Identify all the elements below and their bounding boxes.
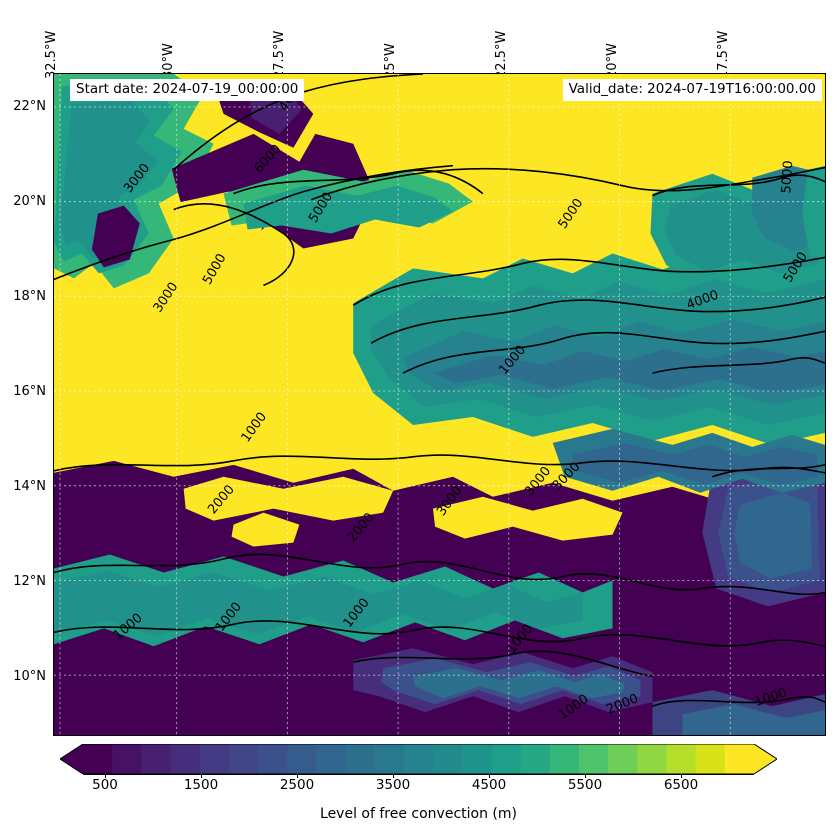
cb-tick-1: 1500	[183, 777, 219, 793]
colorbar-segment	[258, 744, 288, 774]
valid-date-annotation: Valid_date: 2024-07-19T16:00:00.00	[562, 79, 822, 101]
colorbar-segment	[520, 744, 551, 774]
colorbar-segment	[83, 744, 113, 774]
start-date-annotation: Start date: 2024-07-19_00:00:00	[70, 79, 305, 101]
colorbar-segment	[112, 744, 142, 774]
y-tick-3: 16°N	[13, 384, 46, 399]
x-tick-0: 32.5°W	[44, 30, 59, 79]
colorbar-tick-mark	[393, 774, 394, 778]
colorbar-segment	[549, 744, 580, 774]
y-tick-2: 18°N	[13, 289, 46, 304]
colorbar-tick-mark	[585, 774, 586, 778]
colorbar-segment	[316, 744, 346, 774]
colorbar-segment	[578, 744, 609, 774]
colorbar-under-arrow	[60, 744, 83, 774]
colorbar-segment	[608, 744, 638, 774]
map-plot-area[interactable]: 3000 3000 5000 5000 6000 1000 2000 4000 …	[53, 73, 826, 736]
cb-tick-6: 6500	[663, 777, 699, 793]
x-tick-2: 27.5°W	[272, 30, 287, 79]
colorbar-segment	[228, 744, 259, 774]
cb-tick-0: 500	[92, 777, 118, 793]
colorbar-segment	[695, 744, 726, 774]
x-tick-6: 17.5°W	[716, 30, 731, 79]
colorbar-tick-mark	[105, 774, 106, 778]
colorbar-segment	[637, 744, 667, 774]
cb-tick-5: 5500	[567, 777, 603, 793]
cb-tick-3: 3500	[375, 777, 411, 793]
colorbar-axis-line	[83, 774, 754, 775]
contour-map: 3000 3000 5000 5000 6000 1000 2000 4000 …	[54, 74, 825, 735]
colorbar-segment	[141, 744, 171, 774]
contour-lines	[54, 74, 825, 707]
y-tick-6: 10°N	[13, 669, 46, 684]
cb-tick-4: 4500	[471, 777, 507, 793]
colorbar-segment	[666, 744, 697, 774]
colorbar-segment	[374, 744, 405, 774]
map-gridlines	[54, 74, 825, 735]
colorbar-tick-mark	[489, 774, 490, 778]
colorbar-segment	[199, 744, 230, 774]
y-tick-5: 12°N	[13, 574, 46, 589]
colorbar-segment	[287, 744, 317, 774]
svg-text:5000: 5000	[779, 160, 796, 194]
colorbar-tick-mark	[201, 774, 202, 778]
y-tick-4: 14°N	[13, 479, 46, 494]
colorbar[interactable]	[60, 744, 777, 774]
x-tick-4: 22.5°W	[494, 30, 509, 79]
colorbar-segment	[491, 744, 521, 774]
colorbar-tick-mark	[681, 774, 682, 778]
colorbar-gradient	[60, 744, 777, 774]
colorbar-over-arrow	[754, 744, 777, 774]
colorbar-segment	[403, 744, 434, 774]
colorbar-segment	[170, 744, 201, 774]
cb-tick-2: 2500	[279, 777, 315, 793]
y-tick-1: 20°N	[13, 194, 46, 209]
colorbar-segment	[345, 744, 376, 774]
colorbar-segment	[433, 744, 463, 774]
colorbar-segment	[462, 744, 492, 774]
colorbar-tick-mark	[297, 774, 298, 778]
y-tick-0: 22°N	[13, 99, 46, 114]
colorbar-axis-label: Level of free convection (m)	[320, 806, 517, 822]
colorbar-segment	[724, 744, 755, 774]
